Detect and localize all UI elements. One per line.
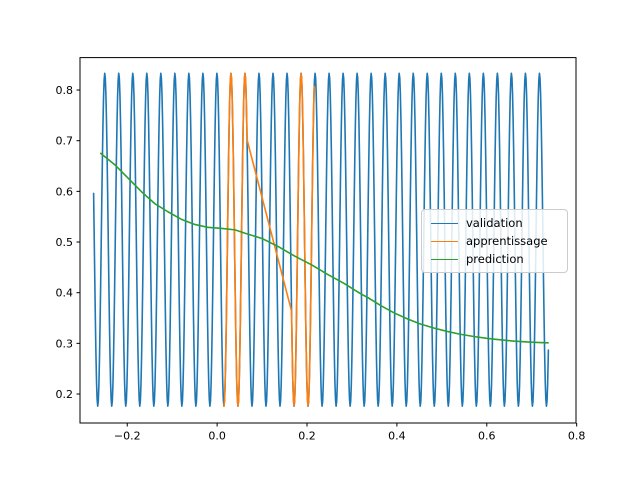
x-tick-label: 0.2 [298, 430, 316, 443]
y-tick-label: 0.8 [56, 84, 74, 97]
series-line-prediction [99, 152, 549, 344]
legend-label: apprentissage [466, 234, 548, 248]
legend-line-swatch [431, 222, 458, 224]
legend-item-prediction: prediction [431, 251, 557, 267]
tick-labels: −0.2 0.0 0.2 0.4 0.6 0.8 0.2 0.3 0.4 0.5 0.6 0.7 0.8 [56, 84, 586, 442]
series-line-apprentissage [223, 72, 315, 407]
legend-label: prediction [466, 252, 524, 266]
legend-line-swatch [431, 258, 458, 260]
legend-item-validation: validation [431, 215, 557, 231]
x-tick-label: 0.4 [388, 430, 406, 443]
y-tick-label: 0.3 [56, 337, 74, 350]
x-tick-label: 0.6 [478, 430, 496, 443]
y-tick-label: 0.5 [56, 236, 74, 249]
y-tick-label: 0.7 [56, 135, 74, 148]
y-tick-label: 0.2 [56, 388, 74, 401]
y-tick-label: 0.4 [56, 287, 74, 300]
x-tick-label: −0.2 [114, 430, 141, 443]
x-tick-label: 0.8 [568, 430, 586, 443]
legend-line-swatch [431, 240, 458, 242]
tick-marks [76, 89, 578, 427]
legend: validation apprentissage prediction [421, 209, 568, 273]
y-tick-label: 0.6 [56, 185, 74, 198]
legend-label: validation [466, 216, 523, 230]
x-tick-label: 0.0 [208, 430, 226, 443]
legend-item-apprentissage: apprentissage [431, 233, 557, 249]
